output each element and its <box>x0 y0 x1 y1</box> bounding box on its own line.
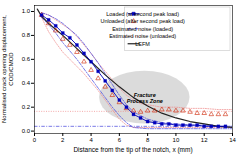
svg-text:8: 8 <box>146 137 150 143</box>
svg-text:0.6: 0.6 <box>22 56 31 62</box>
svg-text:1.0: 1.0 <box>22 8 31 14</box>
svg-text:Estimated noise (loaded): Estimated noise (loaded) <box>112 26 173 32</box>
svg-text:14: 14 <box>229 137 236 143</box>
svg-text:0.2: 0.2 <box>22 104 31 110</box>
svg-text:10: 10 <box>173 137 180 143</box>
svg-text:4: 4 <box>89 137 93 143</box>
svg-text:Loaded (at second peak load): Loaded (at second peak load) <box>106 11 179 17</box>
svg-text:0.8: 0.8 <box>22 32 31 38</box>
svg-text:2: 2 <box>61 137 65 143</box>
svg-text:0: 0 <box>33 137 37 143</box>
svg-text:Distance from the tip of the n: Distance from the tip of the notch, x (m… <box>73 146 192 154</box>
svg-text:Normalised crack opening displ: Normalised crack opening displacement,CO… <box>1 15 14 123</box>
svg-text:LEFM: LEFM <box>135 41 150 47</box>
svg-text:0.4: 0.4 <box>22 80 31 86</box>
svg-text:12: 12 <box>201 137 208 143</box>
svg-text:Unloaded (after second peak lo: Unloaded (after second peak load) <box>100 18 185 24</box>
svg-text:0.0: 0.0 <box>22 128 31 134</box>
svg-text:Estimated noise (unloaded): Estimated noise (unloaded) <box>109 33 176 39</box>
svg-text:6: 6 <box>118 137 122 143</box>
svg-text:FractureProcess Zone: FractureProcess Zone <box>127 92 163 104</box>
